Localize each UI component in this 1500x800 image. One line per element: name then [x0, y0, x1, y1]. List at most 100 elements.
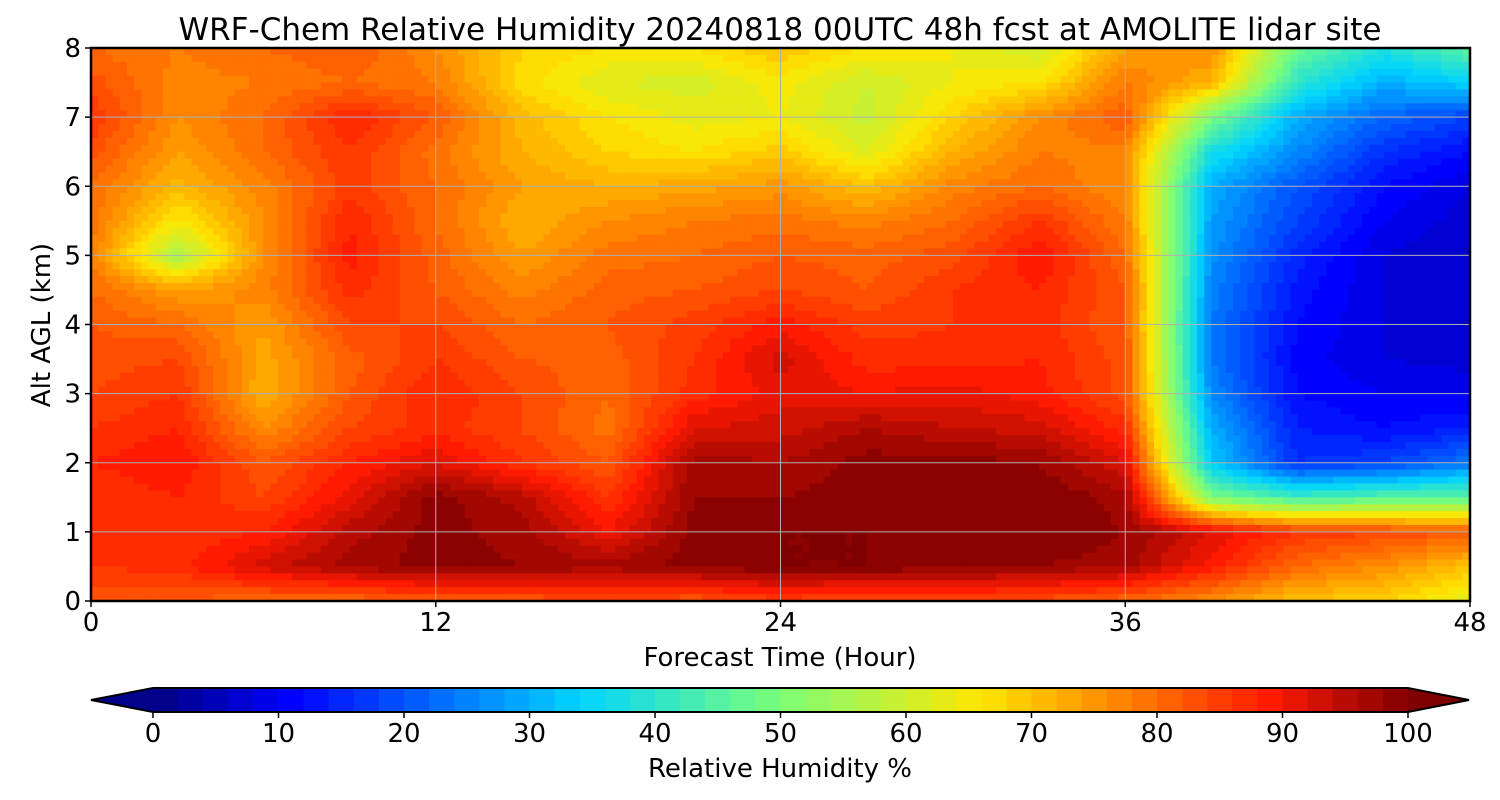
- heatmap-cell: [888, 82, 897, 91]
- heatmap-cell: [1168, 186, 1177, 194]
- heatmap-cell: [1074, 165, 1083, 174]
- heatmap-cell: [715, 75, 724, 84]
- heatmap-cell: [385, 151, 394, 160]
- heatmap-cell: [837, 186, 846, 194]
- heatmap-cell: [701, 96, 710, 104]
- heatmap-cell: [1060, 165, 1069, 174]
- heatmap-cell: [1074, 48, 1083, 56]
- heatmap-cell: [507, 54, 516, 63]
- heatmap-cell: [873, 48, 882, 56]
- heatmap-cell: [428, 200, 437, 208]
- heatmap-cell: [141, 48, 150, 56]
- heatmap-cell: [198, 151, 207, 160]
- heatmap-cell: [1355, 165, 1363, 174]
- heatmap-cell: [328, 206, 336, 215]
- heatmap-cell: [256, 96, 264, 104]
- heatmap-cell: [1247, 179, 1256, 187]
- heatmap-cell: [615, 206, 624, 215]
- heatmap-cell: [1297, 130, 1306, 139]
- heatmap-cell: [866, 68, 875, 77]
- heatmap-cell: [241, 172, 250, 180]
- heatmap-cell: [837, 206, 846, 215]
- heatmap-cell: [1132, 130, 1141, 139]
- heatmap-cell: [227, 103, 236, 111]
- heatmap-cell: [909, 137, 918, 146]
- heatmap-cell: [1290, 158, 1299, 167]
- heatmap-cell: [1398, 213, 1406, 222]
- heatmap-cell: [141, 137, 150, 146]
- heatmap-cell: [1017, 200, 1026, 208]
- heatmap-cell: [105, 186, 114, 194]
- heatmap-cell: [1448, 110, 1457, 118]
- heatmap-cell: [1347, 165, 1356, 174]
- heatmap-cell: [486, 75, 494, 84]
- heatmap-cell: [1355, 110, 1363, 118]
- heatmap-cell: [715, 186, 724, 194]
- heatmap-cell: [852, 110, 861, 118]
- heatmap-cell: [1261, 179, 1270, 187]
- heatmap-cell: [1103, 137, 1112, 146]
- heatmap-cell: [816, 158, 825, 167]
- heatmap-cell: [701, 220, 710, 229]
- heatmap-cell: [909, 186, 918, 194]
- heatmap-cell: [809, 186, 818, 194]
- heatmap-cell: [98, 103, 106, 111]
- heatmap-cell: [694, 213, 703, 222]
- heatmap-cell: [1232, 206, 1241, 215]
- heatmap-cell: [766, 200, 774, 208]
- heatmap-cell: [1276, 96, 1284, 104]
- heatmap-cell: [629, 151, 638, 160]
- heatmap-cell: [486, 179, 494, 187]
- heatmap-cell: [1017, 103, 1026, 111]
- heatmap-cell: [119, 158, 128, 167]
- heatmap-cell: [586, 89, 595, 97]
- heatmap-cell: [845, 103, 853, 111]
- heatmap-cell: [895, 124, 904, 132]
- heatmap-cell: [802, 89, 810, 97]
- heatmap-cell: [845, 179, 853, 187]
- heatmap-cell: [644, 165, 652, 174]
- heatmap-cell: [1089, 103, 1098, 111]
- heatmap-cell: [227, 186, 236, 194]
- heatmap-cell: [924, 158, 932, 167]
- heatmap-cell: [802, 68, 810, 77]
- heatmap-cell: [816, 220, 825, 229]
- heatmap-cell: [622, 172, 631, 180]
- heatmap-cell: [981, 130, 990, 139]
- heatmap-cell: [1254, 179, 1263, 187]
- heatmap-cell: [881, 124, 889, 132]
- heatmap-cell: [1290, 75, 1299, 84]
- heatmap-cell: [1419, 213, 1428, 222]
- heatmap-cell: [780, 48, 789, 56]
- heatmap-cell: [1139, 158, 1148, 167]
- heatmap-cell: [227, 213, 236, 222]
- heatmap-cell: [320, 48, 329, 56]
- heatmap-cell: [557, 130, 566, 139]
- heatmap-cell: [1046, 110, 1055, 118]
- heatmap-cell: [909, 89, 918, 97]
- heatmap-cell: [550, 206, 559, 215]
- heatmap-cell: [126, 130, 135, 139]
- heatmap-cell: [924, 89, 932, 97]
- heatmap-cell: [507, 75, 516, 84]
- heatmap-cell: [450, 165, 458, 174]
- heatmap-cell: [500, 75, 509, 84]
- heatmap-cell: [1311, 61, 1320, 70]
- heatmap-cell: [550, 213, 559, 222]
- heatmap-cell: [1355, 179, 1363, 187]
- heatmap-cell: [514, 137, 523, 146]
- heatmap-cell: [1434, 103, 1442, 111]
- heatmap-cell: [1319, 172, 1327, 180]
- heatmap-cell: [1434, 179, 1442, 187]
- heatmap-cell: [1204, 206, 1213, 215]
- heatmap-cell: [916, 158, 925, 167]
- heatmap-cell: [1376, 103, 1385, 111]
- heatmap-cell: [945, 54, 954, 63]
- heatmap-cell: [766, 144, 774, 153]
- heatmap-cell: [1434, 213, 1442, 222]
- heatmap-cell: [852, 89, 861, 97]
- heatmap-cell: [421, 48, 430, 56]
- heatmap-cell: [586, 103, 595, 111]
- heatmap-cell: [1074, 186, 1083, 194]
- heatmap-cell: [428, 103, 437, 111]
